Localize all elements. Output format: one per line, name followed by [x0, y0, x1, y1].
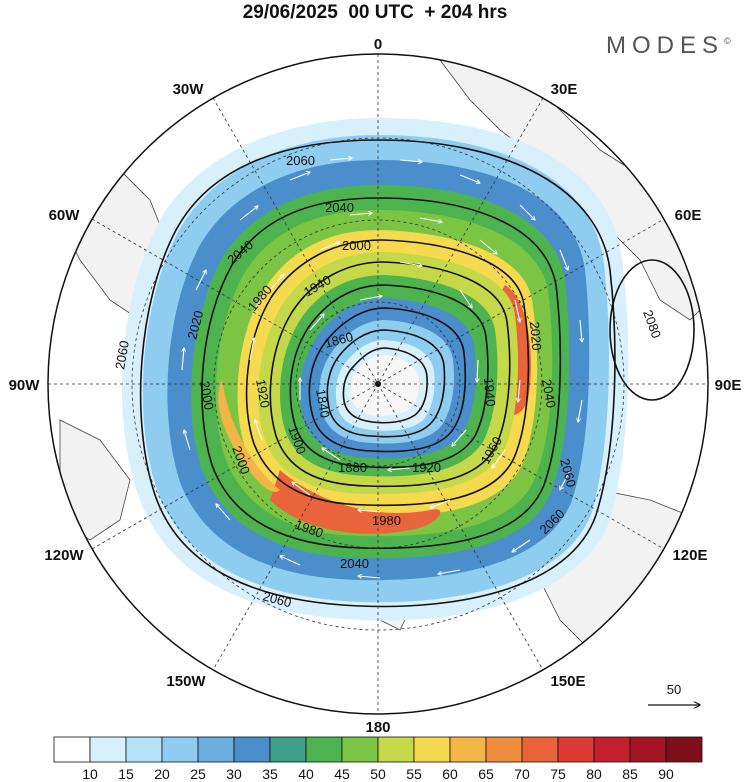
pole-marker [375, 381, 381, 387]
svg-text:2020: 2020 [184, 309, 206, 341]
colorbar-tick-label: 45 [334, 766, 350, 782]
colorbar: 10 15 20 25 30 35 40 45 50 55 60 65 70 75 80 85 90 [53, 736, 703, 782]
svg-text:2040: 2040 [325, 200, 354, 215]
svg-text:2060: 2060 [261, 588, 293, 610]
colorbar-tick-label: 90 [658, 766, 674, 782]
colorbar-swatch [557, 736, 595, 763]
colorbar-swatch [341, 736, 379, 763]
reference-vector: 50 [648, 682, 700, 705]
map-title: 29/06/2025 00 UTC + 204 hrs [242, 2, 508, 23]
colorbar-swatch [233, 736, 271, 763]
colorbar-tick-label: 10 [82, 766, 98, 782]
lon-label-180: 180 [365, 719, 390, 736]
svg-text:1940: 1940 [481, 377, 498, 407]
svg-text:1920: 1920 [412, 460, 441, 475]
lon-label-90e: 90E [715, 377, 742, 394]
colorbar-tick-label: 15 [118, 766, 134, 782]
colorbar-swatch [161, 736, 199, 763]
reference-vector-label: 50 [667, 682, 681, 697]
colorbar-swatch [89, 736, 127, 763]
lon-label-90w: 90W [9, 377, 41, 394]
colorbar-tick-label: 30 [226, 766, 242, 782]
colorbar-tick-label: 35 [262, 766, 278, 782]
colorbar-tick-label: 50 [370, 766, 386, 782]
lon-label-60e: 60E [675, 207, 702, 224]
colorbar-tick-label: 65 [478, 766, 494, 782]
colorbar-swatch [305, 736, 343, 763]
colorbar-tick-label: 70 [514, 766, 530, 782]
svg-text:2020: 2020 [527, 321, 544, 351]
lon-label-0: 0 [374, 36, 382, 53]
colorbar-swatch [521, 736, 559, 763]
wind-speed-shading [121, 118, 629, 621]
lon-label-30w: 30W [173, 81, 205, 98]
colorbar-swatch [377, 736, 415, 763]
map-border [47, 53, 709, 715]
colorbar-swatch [593, 736, 631, 763]
colorbar-swatch [197, 736, 235, 763]
colorbar-tick-label: 20 [154, 766, 170, 782]
colorbar-tick-label: 55 [406, 766, 422, 782]
lon-label-30e: 30E [551, 81, 578, 98]
svg-text:2060: 2060 [557, 457, 579, 489]
colorbar-swatch [125, 736, 163, 763]
colorbar-tick-label: 60 [442, 766, 458, 782]
colorbar-swatch [269, 736, 307, 763]
wind-vectors [182, 158, 582, 578]
svg-text:2040: 2040 [340, 556, 369, 571]
svg-text:2000: 2000 [342, 238, 371, 253]
svg-text:2040: 2040 [539, 378, 559, 409]
svg-text:2000: 2000 [197, 380, 217, 411]
colorbar-swatch [413, 736, 451, 763]
colorbar-swatch [629, 736, 667, 763]
brand-logo: MODES© [606, 32, 731, 59]
lon-label-150w: 150W [166, 673, 206, 690]
svg-text:2060: 2060 [286, 153, 315, 168]
colorbar-swatch [485, 736, 523, 763]
colorbar-tick-label: 75 [550, 766, 566, 782]
svg-text:1860: 1860 [323, 329, 355, 351]
longitude-labels: 0 30E 60E 90E 120E 150E 180 150W 120W 90… [9, 36, 742, 736]
map-disc: 2080 2060 2060 2060 2060 2060 2040 2040 … [48, 54, 708, 714]
colorbar-swatch [53, 736, 91, 763]
colorbar-tick-label: 40 [298, 766, 314, 782]
colorbar-tick-label: 80 [586, 766, 602, 782]
lon-label-120w: 120W [44, 547, 84, 564]
lon-label-60w: 60W [49, 207, 81, 224]
colorbar-swatch [449, 736, 487, 763]
svg-text:2060: 2060 [112, 339, 132, 370]
colorbar-tick-label: 25 [190, 766, 206, 782]
svg-text:1920: 1920 [253, 378, 273, 409]
svg-text:1980: 1980 [372, 513, 401, 528]
lon-label-120e: 120E [672, 547, 707, 564]
svg-text:1840: 1840 [313, 388, 333, 419]
lon-label-150e: 150E [550, 673, 585, 690]
svg-text:1880: 1880 [338, 460, 367, 475]
colorbar-tick-label: 85 [622, 766, 638, 782]
colorbar-swatch [665, 736, 703, 763]
